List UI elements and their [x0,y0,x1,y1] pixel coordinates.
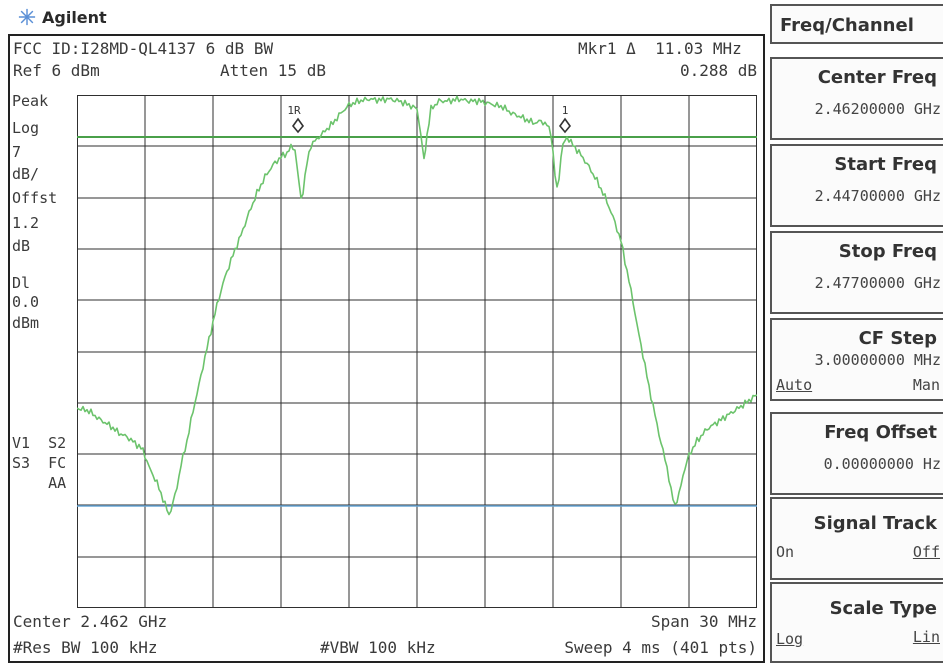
graticule [77,95,757,608]
detector-label: Peak [12,92,49,110]
signal-track-softkey[interactable]: Signal Track On Off [770,497,943,580]
marker-1r-label: 1R [287,104,301,117]
ref-level: Ref 6 dBm [13,61,100,80]
cf-step-auto-option: Auto [776,376,813,394]
brand-name: Agilent [42,7,107,27]
attenuation: Atten 15 dB [220,61,326,80]
stop-freq-value: 2.47700000 GHz [814,274,941,292]
sweep-time: Sweep 4 ms (401 pts) [564,638,757,657]
center-freq-softkey[interactable]: Center Freq 2.46200000 GHz [770,57,943,140]
start-freq-label: Start Freq [834,154,937,175]
status-line-3: AA [12,474,67,492]
cf-step-value: 3.00000000 MHz [814,351,941,369]
scale-type-log-option: Log [776,630,804,648]
marker-1-label: 1 [562,104,569,117]
start-freq-value: 2.44700000 GHz [814,187,941,205]
spectrum-trace [77,95,757,516]
scale-type-softkey[interactable]: Scale Type Log Lin [770,582,943,663]
resolution-bandwidth: #Res BW 100 kHz [13,638,158,657]
cf-step-man-option: Man [912,376,940,394]
offset-value: 1.2 [12,214,40,232]
center-freq-value: 2.46200000 GHz [814,100,941,118]
signal-track-off-option: Off [912,543,940,561]
status-line-2: S3 FC [12,454,67,472]
stop-freq-label: Stop Freq [838,241,937,262]
signal-track-label: Signal Track [813,513,937,534]
marker-delta-db: 0.288 dB [679,61,757,80]
status-line-1: V1 S2 [12,434,67,452]
center-frequency: Center 2.462 GHz [13,612,168,631]
freq-offset-softkey[interactable]: Freq Offset 0.00000000 Hz [770,412,943,495]
cf-step-softkey[interactable]: CF Step 3.00000000 MHz Auto Man [770,318,943,401]
screen-title: FCC ID:I28MD-QL4137 6 dB BW [13,39,274,58]
marker-1r: 1R [287,104,305,134]
freq-channel-menu-title: Freq/Channel [770,4,943,44]
menu-title: Freq/Channel [780,15,914,36]
signal-track-on-option: On [776,543,795,561]
scale-value: 7 [12,143,22,161]
offset-unit: dB [12,237,31,255]
marker-1: 1 [558,104,572,134]
display-line-value: 0.0 [12,293,40,311]
softkey-panel: Freq/Channel Center Freq 2.46200000 GHz … [770,0,943,667]
display-line-unit: dBm [12,314,40,332]
spectrum-plot-svg: 1R 1 [77,95,757,608]
freq-offset-value: 0.00000000 Hz [823,455,941,473]
marker-readout: Mkr1 Δ 11.03 MHz [578,39,742,58]
scale-mode-label: Log [12,119,40,137]
center-freq-label: Center Freq [817,67,937,88]
stop-freq-softkey[interactable]: Stop Freq 2.47700000 GHz [770,231,943,314]
spectrum-plot: 1R 1 [77,95,757,608]
display-line-label: Dl [12,274,31,292]
offset-label: Offst [12,189,58,207]
analyzer-screen: FCC ID:I28MD-QL4137 6 dB BW Mkr1 Δ 11.03… [8,34,765,663]
agilent-brand: Agilent [18,6,107,28]
scale-type-lin-option: Lin [912,628,940,646]
agilent-spark-icon [18,8,36,26]
marker-1r-diamond [291,117,305,134]
scale-unit: dB/ [12,165,40,183]
cf-step-label: CF Step [858,328,937,349]
span: Span 30 MHz [651,612,757,631]
video-bandwidth: #VBW 100 kHz [320,638,436,657]
scale-type-label: Scale Type [829,598,937,619]
freq-offset-label: Freq Offset [824,422,937,443]
start-freq-softkey[interactable]: Start Freq 2.44700000 GHz [770,144,943,227]
marker-1-diamond [558,117,572,134]
